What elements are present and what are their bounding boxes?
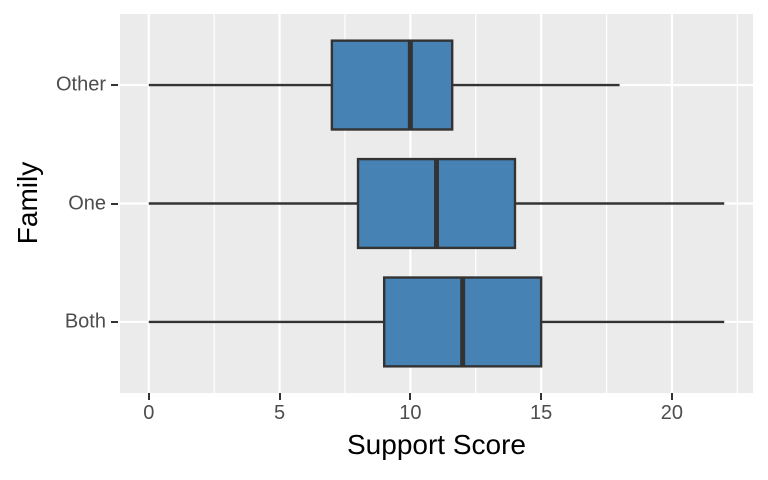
x-tick-label-0: 0 bbox=[143, 402, 155, 424]
x-tick-mark bbox=[147, 393, 150, 400]
y-tick-mark bbox=[111, 320, 118, 323]
y-tick-mark bbox=[111, 202, 118, 205]
y-tick-label-other: Other bbox=[55, 73, 106, 96]
x-tick-label-20: 20 bbox=[660, 402, 684, 424]
x-axis-title: Support Score bbox=[347, 429, 526, 460]
x-tick-mark bbox=[278, 393, 281, 400]
y-tick-mark bbox=[111, 84, 118, 87]
plot-panel bbox=[120, 14, 753, 393]
y-tick-label-one: One bbox=[68, 192, 106, 214]
x-tick-label-15: 15 bbox=[530, 402, 553, 424]
x-tick-label-10: 10 bbox=[399, 402, 422, 424]
x-tick-mark bbox=[409, 393, 412, 400]
x-tick-label-5: 5 bbox=[273, 402, 286, 424]
x-tick-mark bbox=[670, 393, 673, 400]
y-tick-label-both: Both bbox=[64, 310, 106, 333]
box-other bbox=[330, 39, 454, 131]
x-tick-mark bbox=[540, 393, 543, 400]
boxplot-canvas bbox=[120, 14, 753, 393]
